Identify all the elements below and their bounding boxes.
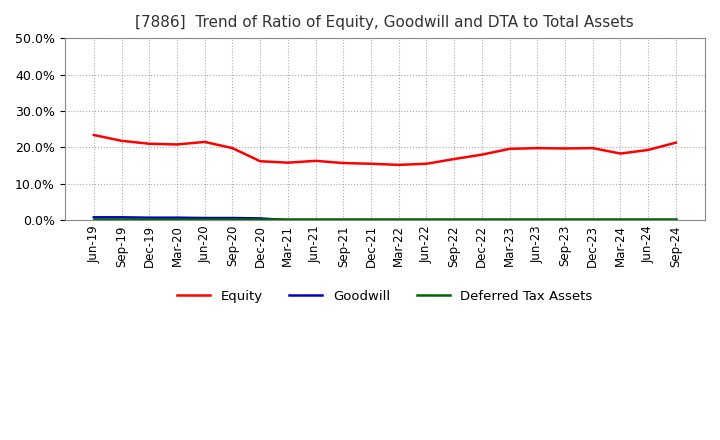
Deferred Tax Assets bbox=[366, 217, 375, 222]
Deferred Tax Assets bbox=[422, 217, 431, 222]
Goodwill bbox=[477, 218, 486, 223]
Equity bbox=[200, 139, 209, 145]
Goodwill bbox=[200, 216, 209, 221]
Equity bbox=[117, 138, 126, 143]
Line: Equity: Equity bbox=[94, 135, 676, 165]
Equity bbox=[588, 146, 597, 151]
Deferred Tax Assets bbox=[588, 217, 597, 222]
Goodwill bbox=[256, 216, 264, 221]
Deferred Tax Assets bbox=[395, 217, 403, 222]
Deferred Tax Assets bbox=[284, 217, 292, 222]
Goodwill bbox=[644, 218, 652, 223]
Equity bbox=[422, 161, 431, 166]
Goodwill bbox=[311, 218, 320, 223]
Equity bbox=[228, 146, 237, 151]
Deferred Tax Assets bbox=[256, 217, 264, 222]
Deferred Tax Assets bbox=[450, 217, 459, 222]
Goodwill bbox=[284, 218, 292, 223]
Deferred Tax Assets bbox=[200, 217, 209, 222]
Equity bbox=[561, 146, 570, 151]
Deferred Tax Assets bbox=[173, 217, 181, 222]
Equity bbox=[89, 132, 98, 138]
Deferred Tax Assets bbox=[561, 217, 570, 222]
Goodwill bbox=[173, 215, 181, 220]
Equity bbox=[672, 140, 680, 145]
Goodwill bbox=[450, 218, 459, 223]
Deferred Tax Assets bbox=[311, 217, 320, 222]
Deferred Tax Assets bbox=[616, 217, 625, 222]
Equity bbox=[145, 141, 153, 147]
Deferred Tax Assets bbox=[533, 217, 541, 222]
Equity bbox=[256, 158, 264, 164]
Equity bbox=[395, 162, 403, 168]
Goodwill bbox=[422, 218, 431, 223]
Equity bbox=[284, 160, 292, 165]
Equity bbox=[311, 158, 320, 164]
Goodwill bbox=[588, 218, 597, 223]
Goodwill bbox=[89, 215, 98, 220]
Equity bbox=[339, 161, 348, 166]
Equity bbox=[173, 142, 181, 147]
Title: [7886]  Trend of Ratio of Equity, Goodwill and DTA to Total Assets: [7886] Trend of Ratio of Equity, Goodwil… bbox=[135, 15, 634, 30]
Equity bbox=[366, 161, 375, 166]
Goodwill bbox=[672, 218, 680, 223]
Deferred Tax Assets bbox=[145, 217, 153, 222]
Goodwill bbox=[533, 218, 541, 223]
Goodwill bbox=[561, 218, 570, 223]
Deferred Tax Assets bbox=[505, 217, 514, 222]
Deferred Tax Assets bbox=[339, 217, 348, 222]
Equity bbox=[477, 152, 486, 158]
Legend: Equity, Goodwill, Deferred Tax Assets: Equity, Goodwill, Deferred Tax Assets bbox=[172, 285, 598, 308]
Goodwill bbox=[145, 215, 153, 220]
Equity bbox=[533, 146, 541, 151]
Goodwill bbox=[505, 218, 514, 223]
Equity bbox=[616, 151, 625, 156]
Deferred Tax Assets bbox=[228, 217, 237, 222]
Deferred Tax Assets bbox=[477, 217, 486, 222]
Goodwill bbox=[228, 216, 237, 221]
Goodwill bbox=[395, 218, 403, 223]
Goodwill bbox=[616, 218, 625, 223]
Line: Goodwill: Goodwill bbox=[94, 217, 676, 220]
Equity bbox=[505, 146, 514, 151]
Deferred Tax Assets bbox=[644, 217, 652, 222]
Deferred Tax Assets bbox=[89, 217, 98, 222]
Equity bbox=[644, 147, 652, 153]
Goodwill bbox=[366, 218, 375, 223]
Deferred Tax Assets bbox=[672, 217, 680, 222]
Goodwill bbox=[117, 215, 126, 220]
Goodwill bbox=[339, 218, 348, 223]
Equity bbox=[450, 156, 459, 161]
Deferred Tax Assets bbox=[117, 217, 126, 222]
